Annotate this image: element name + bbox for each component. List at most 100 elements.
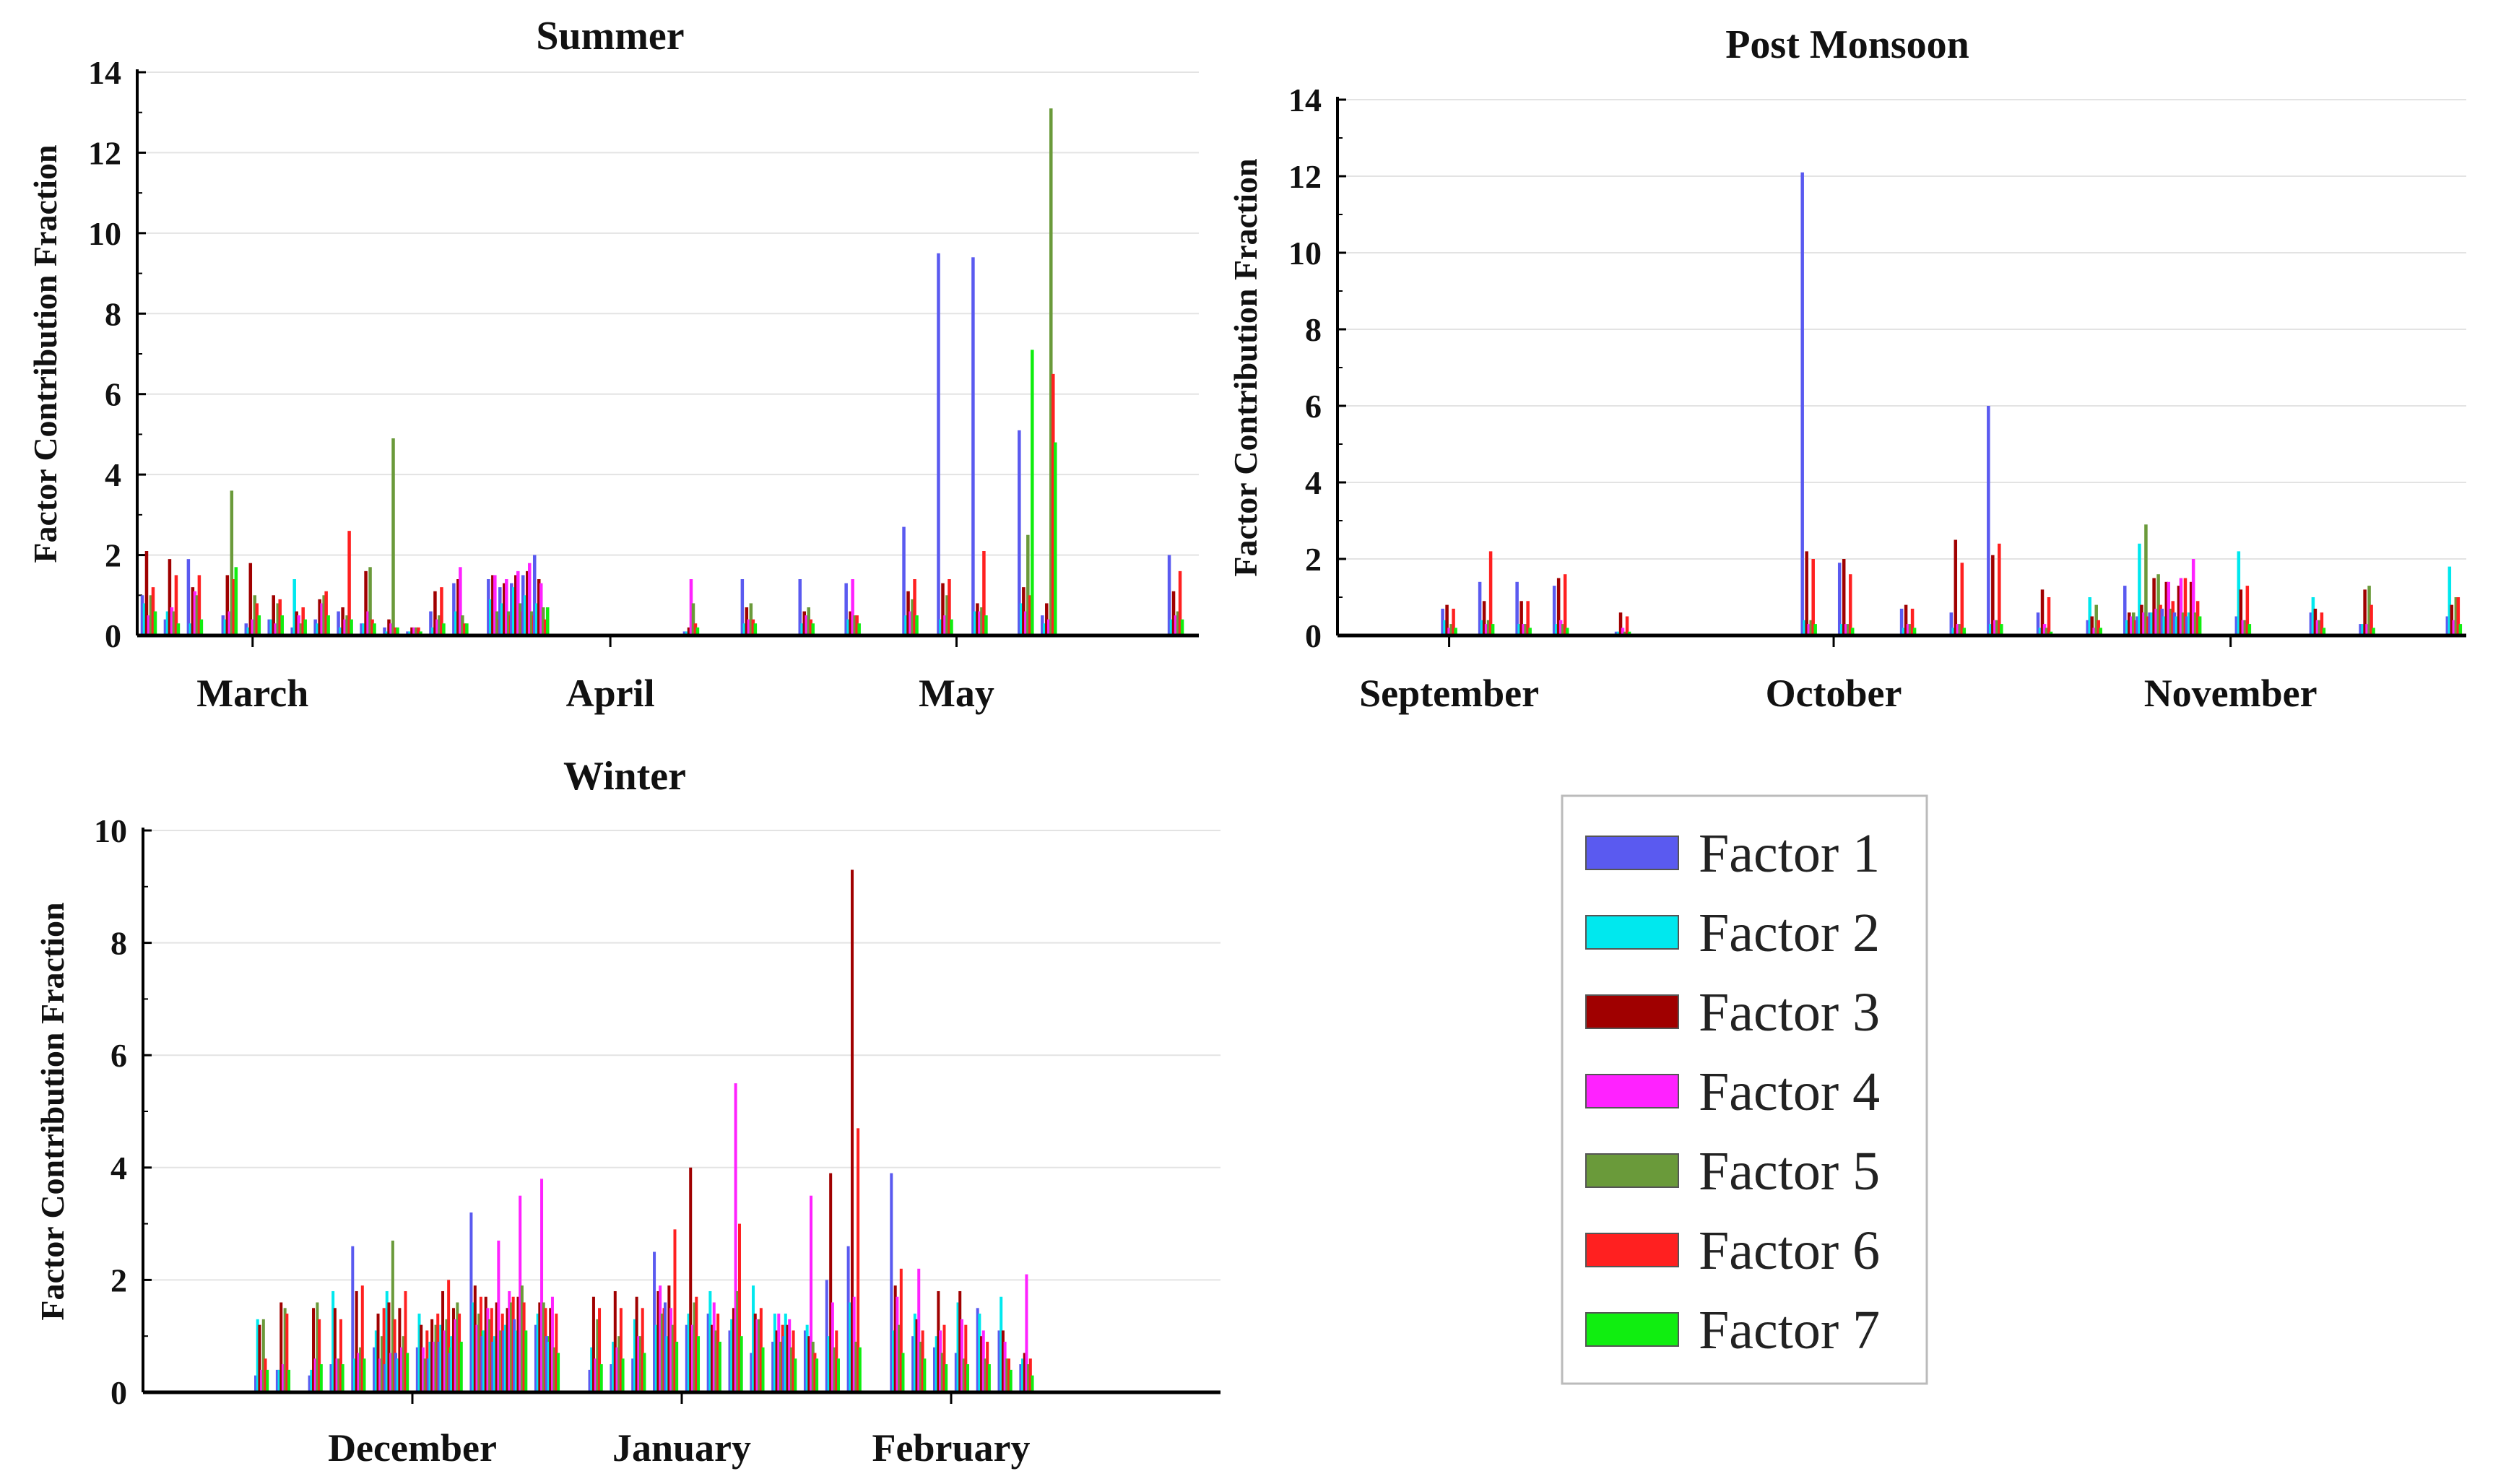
- bar-factor-3: [667, 1285, 671, 1392]
- bar-factor-4: [2167, 581, 2171, 635]
- bar-factor-3: [538, 1302, 542, 1392]
- bar-factor-1: [308, 1375, 311, 1392]
- bar-factor-3: [851, 869, 854, 1392]
- bar-factor-1: [1478, 581, 1482, 635]
- bar-factor-5: [542, 1302, 545, 1392]
- x-tick-label: April: [566, 672, 655, 715]
- summer-chart: Summer Factor Contribution Fraction 0 2 4 6 8 1…: [27, 14, 1199, 715]
- bar-factor-5: [2454, 597, 2458, 635]
- bar-factor-1: [2148, 612, 2151, 635]
- bar-factor-6: [255, 603, 259, 635]
- bar-factor-2: [256, 1319, 259, 1392]
- bar-factor-6: [751, 619, 755, 635]
- bar-factor-5: [596, 1319, 599, 1392]
- bar-factor-6: [2320, 612, 2324, 635]
- bar-factor-4: [594, 1358, 597, 1392]
- bar-factor-7: [1912, 628, 1917, 635]
- bar-factor-5: [461, 615, 464, 635]
- bar-factor-5: [749, 603, 753, 635]
- bar-factor-2: [1803, 620, 1806, 635]
- bar-factor-4: [2142, 612, 2146, 635]
- bar-factor-3: [258, 1324, 261, 1392]
- bar-factor-3: [1954, 539, 1958, 635]
- bar-factor-4: [193, 591, 197, 635]
- bar-factor-4: [659, 1285, 662, 1392]
- bar-factor-3: [318, 599, 321, 635]
- bar-factor-2: [454, 611, 458, 635]
- bar-factor-6: [404, 1290, 407, 1392]
- x-tick-label: May: [919, 672, 994, 715]
- bar-factor-5: [984, 1358, 987, 1392]
- y-tick-label: 4: [1305, 464, 1322, 501]
- bar-factor-2: [316, 623, 319, 635]
- bar-factor-3: [387, 1302, 391, 1392]
- bar-factor-2: [904, 615, 908, 635]
- bar-factor-3: [786, 1324, 789, 1392]
- bar-factor-6: [2097, 620, 2100, 635]
- bar-factor-1: [2172, 612, 2177, 635]
- legend-label: Factor 3: [1699, 982, 1880, 1043]
- bar-factor-5: [1049, 108, 1053, 636]
- bar-factor-5: [1524, 624, 1527, 635]
- bar-factor-2: [547, 1341, 550, 1392]
- bar-factor-4: [831, 1302, 834, 1392]
- bar-factor-7: [675, 1341, 679, 1392]
- legend-swatch: [1585, 836, 1679, 870]
- bar-factor-4: [2092, 628, 2096, 635]
- bar-factor-3: [451, 1308, 455, 1392]
- bar-factor-7: [257, 615, 261, 635]
- bar-factor-3: [1023, 1353, 1026, 1392]
- bar-factor-3: [893, 1285, 897, 1392]
- bar-factor-3: [1991, 555, 1995, 635]
- bar-factor-5: [172, 611, 176, 635]
- bar-factor-7: [2198, 616, 2202, 635]
- bar-factor-1: [487, 579, 490, 635]
- bar-factor-5: [980, 607, 984, 635]
- bar-factor-4: [508, 1290, 511, 1392]
- bar-factor-4: [320, 603, 324, 635]
- bar-factor-1: [803, 1330, 807, 1392]
- bar-factor-7: [811, 623, 815, 635]
- bar-factor-3: [687, 627, 691, 635]
- bar-factor-4: [1484, 624, 1488, 635]
- bar-factor-1: [588, 1369, 591, 1392]
- bar-factor-7: [966, 1364, 970, 1392]
- bar-factor-6: [982, 551, 986, 635]
- bar-factor-4: [227, 611, 232, 635]
- bar-factor-1: [750, 1353, 753, 1392]
- bar-factor-3: [802, 611, 806, 635]
- post-monsoon-chart: Post Monsoon Factor Contribution Fraction…: [1227, 22, 2466, 715]
- bar-factor-1: [267, 619, 271, 635]
- bar-factor-6: [1052, 373, 1055, 635]
- bar-factor-3: [745, 607, 749, 635]
- bar-factor-4: [274, 623, 277, 635]
- bar-factor-7: [599, 1364, 603, 1392]
- bar-factor-3: [312, 1308, 316, 1392]
- bar-factor-4: [519, 1195, 522, 1392]
- bar-factor-6: [370, 619, 374, 635]
- bar-factor-5: [276, 603, 279, 635]
- bar-factor-6: [1848, 574, 1852, 635]
- bar-factor-3: [387, 619, 391, 635]
- bar-factor-7: [419, 631, 422, 635]
- bar-factor-6: [382, 1308, 386, 1392]
- y-tick-label: 2: [110, 1262, 127, 1298]
- bar-factor-7: [1180, 619, 1184, 635]
- bar-factor-6: [440, 587, 443, 635]
- bar-factor-5: [2193, 612, 2198, 635]
- bar-factor-4: [2042, 624, 2047, 635]
- bar-factor-2: [2150, 612, 2154, 635]
- bar-factor-7: [836, 1358, 840, 1392]
- bar-factor-4: [2452, 620, 2456, 635]
- y-tick-label: 12: [1288, 158, 1322, 195]
- bar-factor-5: [391, 1240, 394, 1392]
- bar-factor-6: [174, 575, 178, 635]
- bar-factor-2: [512, 587, 516, 635]
- bar-factor-5: [1623, 631, 1627, 635]
- bar-factor-4: [960, 1319, 963, 1392]
- bar-factor-2: [1902, 628, 1906, 635]
- bar-factor-2: [1951, 628, 1956, 635]
- bar-factor-5: [789, 1347, 793, 1392]
- bar-factor-4: [539, 583, 543, 635]
- bar-factor-4: [260, 1369, 264, 1392]
